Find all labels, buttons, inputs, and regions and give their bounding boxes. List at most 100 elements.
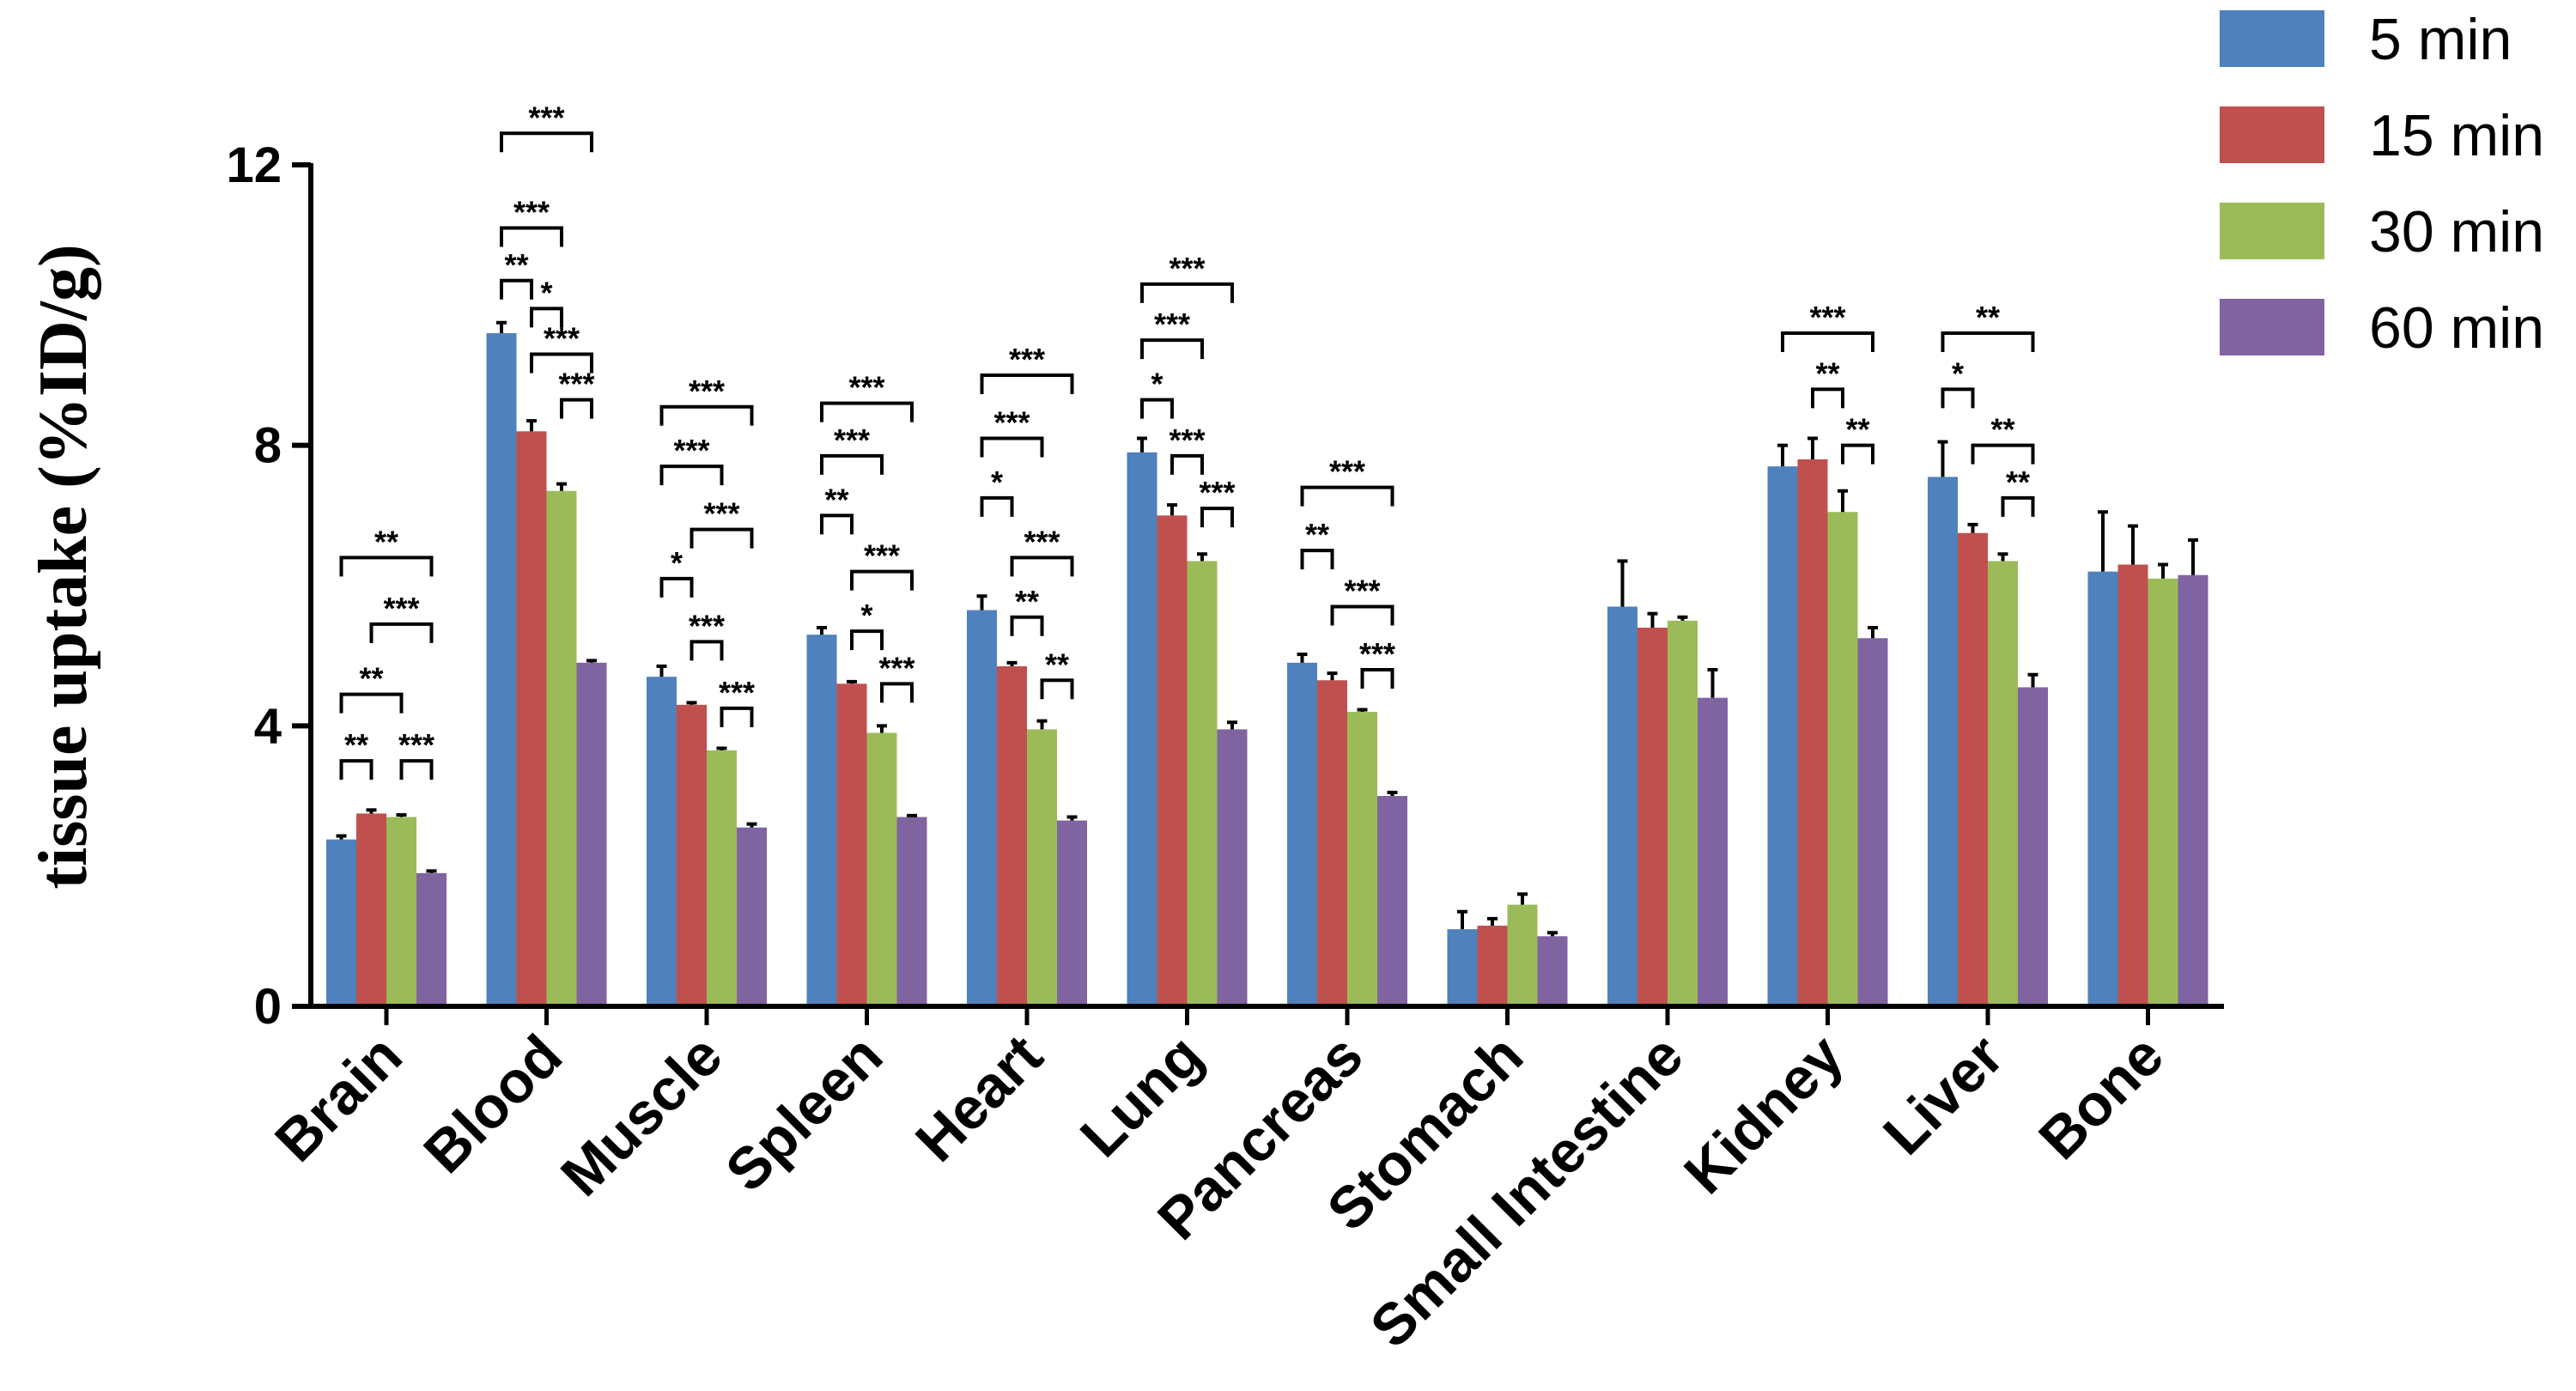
- significance-label: ***: [513, 195, 550, 230]
- bar-brain-60-min: [416, 872, 447, 1006]
- significance-label: ***: [1024, 524, 1060, 559]
- significance-label: ***: [558, 367, 594, 402]
- significance-label: *: [540, 275, 552, 310]
- legend-swatch-60-min: [2220, 299, 2324, 355]
- significance-label: ***: [528, 100, 564, 135]
- y-tick-label-8: 8: [254, 418, 282, 474]
- legend-label-30-min: 30 min: [2369, 199, 2544, 264]
- significance-bracket: [560, 398, 593, 419]
- significance-bracket: [1300, 485, 1394, 507]
- legend-label-5-min: 5 min: [2369, 7, 2512, 72]
- significance-label: ***: [1009, 342, 1045, 377]
- significance-label: **: [1015, 584, 1039, 619]
- significance-bracket: [1010, 615, 1044, 636]
- significance-label: ***: [1809, 300, 1845, 335]
- significance-bracket: [1941, 387, 1975, 409]
- significance-bracket: [1170, 453, 1204, 475]
- significance-bracket: [1200, 507, 1234, 528]
- y-axis-label: tissue uptake (%ID/g): [26, 244, 101, 889]
- significance-bracket: [1330, 604, 1394, 626]
- legend-label-15-min: 15 min: [2369, 103, 2544, 168]
- bar-muscle-15-min: [677, 704, 707, 1006]
- significance-label: ***: [1329, 454, 1365, 489]
- bar-liver-15-min: [1958, 532, 1988, 1006]
- y-tick-label-4: 4: [254, 698, 282, 754]
- significance-bracket: [1010, 556, 1074, 577]
- bar-liver-5-min: [1928, 477, 1958, 1006]
- bar-small-intestine-30-min: [1668, 620, 1698, 1006]
- significance-label: **: [359, 661, 383, 696]
- significance-bracket: [980, 495, 1014, 517]
- significance-bracket: [339, 556, 434, 577]
- bar-muscle-30-min: [707, 750, 737, 1006]
- category-label-bone: Bone: [2026, 1023, 2176, 1172]
- significance-label: *: [671, 545, 683, 580]
- significance-bracket: [1941, 331, 2035, 352]
- bar-small-intestine-60-min: [1698, 697, 1728, 1006]
- legend-swatch-5-min: [2220, 10, 2324, 67]
- bar-bone-60-min: [2178, 574, 2208, 1006]
- bar-brain-15-min: [356, 813, 386, 1006]
- significance-bracket: [820, 453, 884, 475]
- significance-label: ***: [993, 405, 1030, 440]
- significance-bracket: [820, 401, 914, 422]
- significance-label: ***: [834, 422, 870, 458]
- significance-label: ***: [878, 650, 914, 685]
- bar-bone-15-min: [2117, 564, 2148, 1006]
- significance-label: ***: [1359, 636, 1395, 671]
- significance-bracket: [820, 513, 854, 535]
- significance-bracket: [659, 465, 724, 486]
- bar-liver-30-min: [1988, 561, 2018, 1006]
- bar-heart-15-min: [997, 665, 1027, 1006]
- bar-stomach-15-min: [1477, 926, 1508, 1006]
- significance-label: **: [1990, 412, 2014, 447]
- bar-blood-15-min: [516, 431, 547, 1006]
- bar-stomach-60-min: [1537, 936, 1568, 1006]
- significance-bracket: [980, 374, 1074, 394]
- bar-brain-30-min: [386, 817, 416, 1006]
- significance-bracket: [369, 622, 434, 643]
- significance-label: ***: [383, 591, 419, 626]
- significance-label: **: [1845, 412, 1869, 447]
- significance-bracket: [339, 692, 404, 714]
- y-tick-label-0: 0: [254, 979, 282, 1035]
- significance-label: **: [824, 482, 848, 517]
- significance-label: *: [1952, 355, 1964, 391]
- significance-bracket: [1781, 331, 1874, 352]
- significance-label: ***: [689, 374, 725, 409]
- significance-label: ***: [719, 675, 755, 710]
- significance-label: ***: [398, 727, 434, 762]
- significance-bracket: [659, 404, 754, 426]
- significance-bracket: [850, 629, 884, 651]
- significance-label: **: [374, 524, 398, 559]
- category-label-lung: Lung: [1068, 1023, 1215, 1169]
- bar-kidney-60-min: [1857, 638, 1888, 1006]
- category-label-liver: Liver: [1871, 1023, 2016, 1168]
- significance-bracket: [690, 527, 754, 549]
- bar-bone-5-min: [2087, 571, 2118, 1006]
- significance-label: **: [1976, 300, 2000, 335]
- significance-bracket: [880, 682, 914, 703]
- significance-label: ***: [1344, 574, 1380, 609]
- bar-blood-30-min: [546, 490, 577, 1006]
- significance-label: ***: [1199, 475, 1235, 510]
- bar-stomach-30-min: [1507, 904, 1538, 1006]
- bar-muscle-5-min: [647, 677, 677, 1006]
- significance-bracket: [1300, 549, 1334, 570]
- category-label-heart: Heart: [903, 1023, 1055, 1175]
- bar-pancreas-15-min: [1317, 680, 1347, 1006]
- significance-label: ***: [848, 370, 884, 405]
- bar-lung-15-min: [1157, 515, 1188, 1006]
- bar-brain-5-min: [326, 839, 356, 1006]
- bar-stomach-5-min: [1447, 929, 1478, 1006]
- bar-small-intestine-5-min: [1607, 606, 1637, 1006]
- bar-heart-60-min: [1057, 820, 1087, 1006]
- significance-label: **: [504, 247, 528, 282]
- bar-kidney-5-min: [1767, 466, 1798, 1006]
- significance-label: *: [860, 598, 872, 633]
- significance-label: ***: [864, 538, 900, 574]
- bar-spleen-60-min: [896, 817, 927, 1006]
- bar-blood-5-min: [486, 333, 517, 1006]
- significance-label: **: [1305, 517, 1329, 552]
